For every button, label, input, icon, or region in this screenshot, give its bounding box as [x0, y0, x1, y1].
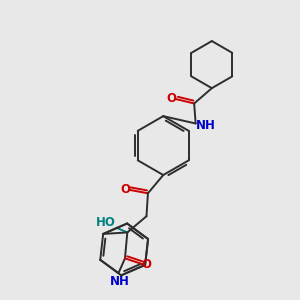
- Text: O: O: [167, 92, 177, 105]
- Text: HO: HO: [96, 216, 116, 229]
- Text: O: O: [120, 183, 130, 196]
- Text: NH: NH: [110, 275, 130, 288]
- Text: O: O: [142, 258, 152, 271]
- Text: NH: NH: [196, 119, 216, 132]
